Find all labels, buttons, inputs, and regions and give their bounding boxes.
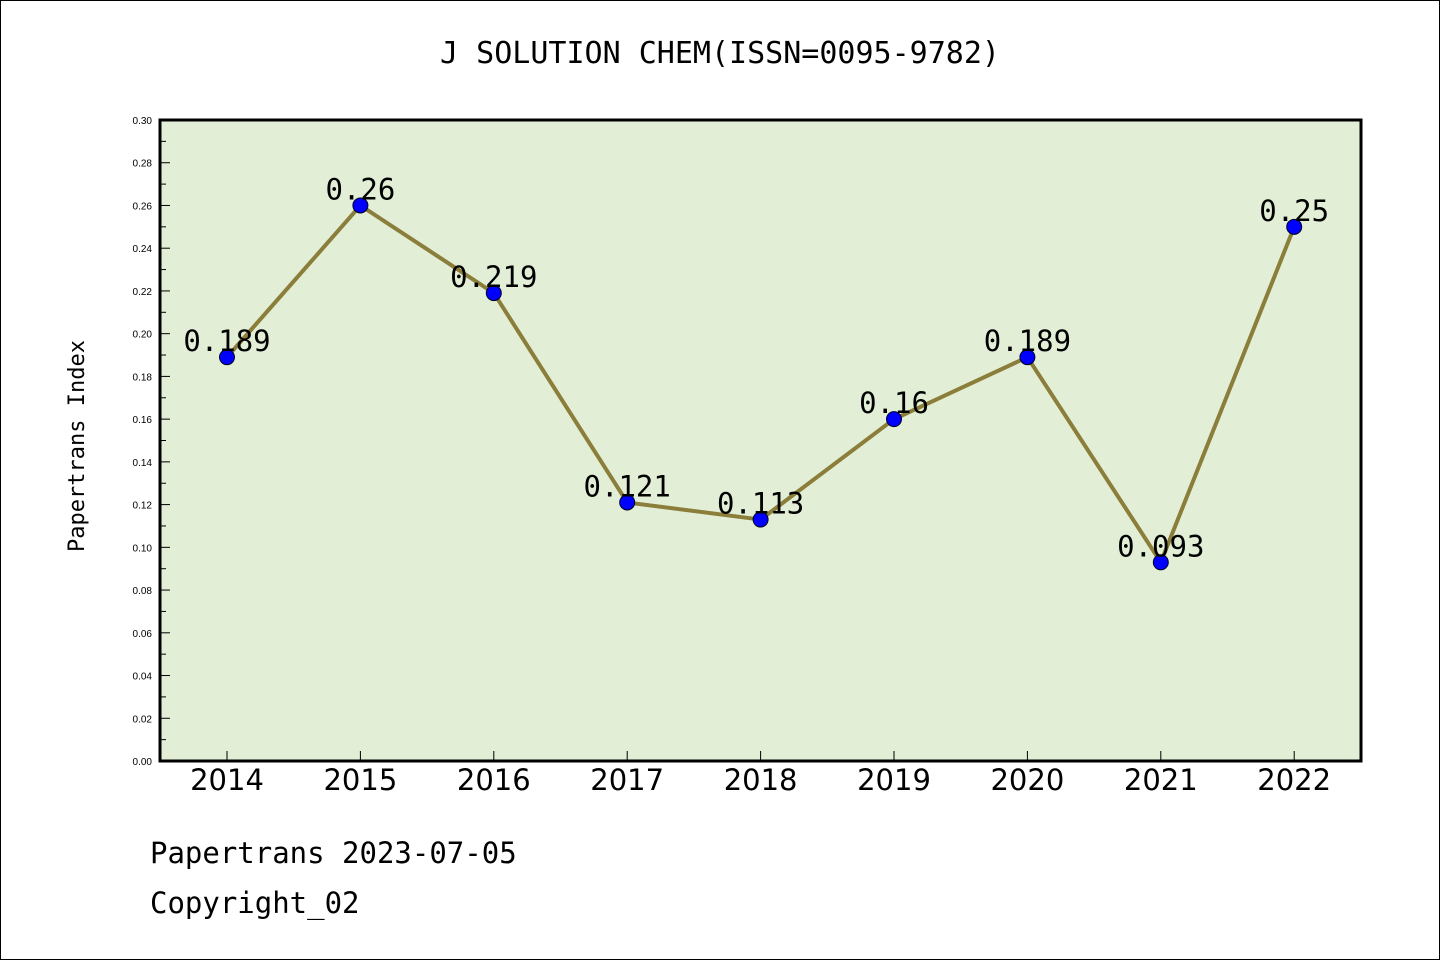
- data-point-2014: [219, 349, 235, 366]
- y-tick-label: 0.06: [133, 629, 153, 640]
- footer-copyright: Copyright_02: [150, 886, 360, 920]
- y-tick-label: 0.20: [133, 330, 153, 341]
- footer-date: Papertrans 2023-07-05: [150, 836, 517, 870]
- x-tick-label: 2020: [990, 763, 1064, 797]
- x-tick-label: 2022: [1257, 763, 1331, 797]
- data-point-2015: [352, 197, 369, 214]
- x-tick-label: 2018: [724, 763, 798, 797]
- y-tick-label: 0.28: [133, 159, 153, 170]
- x-tick-label: 2015: [323, 763, 397, 797]
- data-label-2022: 0.25: [1259, 194, 1329, 228]
- data-label-2021: 0.093: [1117, 529, 1204, 563]
- y-axis-label: Papertrans Index: [65, 340, 90, 552]
- x-axis: 2014 2015 2016 2017 2018 2019 2020 2021 2022: [190, 751, 1331, 797]
- data-label-2020: 0.189: [984, 324, 1071, 358]
- data-point-2018: [752, 511, 769, 528]
- data-labels: 0.189 0.26 0.219 0.121 0.113 0.16 0.189 0.093 0.…: [183, 172, 1329, 563]
- y-tick-label: 0.04: [133, 672, 153, 683]
- data-label-2019: 0.16: [859, 386, 929, 420]
- x-tick-label: 2016: [457, 763, 531, 797]
- y-tick-label: 0.10: [133, 543, 153, 554]
- data-label-2017: 0.121: [584, 469, 671, 503]
- data-point-2021: [1152, 554, 1169, 571]
- data-label-2015: 0.26: [325, 172, 395, 206]
- y-tick-label: 0.24: [133, 244, 153, 255]
- data-point-2017: [619, 494, 636, 511]
- data-point-2020: [1019, 349, 1036, 366]
- chart-title: J SOLUTION CHEM(ISSN=0095-9782): [440, 36, 1000, 71]
- y-tick-label: 0.30: [133, 116, 153, 127]
- data-point-2019: [886, 411, 902, 428]
- plot-area: [158, 118, 1363, 763]
- y-tick-label: 0.08: [133, 586, 153, 597]
- y-tick-label: 0.12: [133, 501, 153, 512]
- y-tick-label: 0.14: [133, 458, 153, 469]
- y-tick-label: 0.22: [133, 287, 153, 298]
- x-tick-label: 2021: [1124, 763, 1198, 797]
- x-tick-label: 2019: [857, 763, 931, 797]
- y-tick-label: 0.02: [133, 714, 153, 725]
- data-label-2018: 0.113: [717, 487, 804, 521]
- x-tick-label: 2014: [190, 763, 264, 797]
- y-tick-label: 0.18: [133, 372, 153, 383]
- y-axis: 0.00 0.02 0.04 0.06 0.08 0.10 0.12 0.14 0.16 0.18…: [133, 116, 170, 768]
- y-tick-label: 0.00: [133, 757, 153, 768]
- data-point-2016: [485, 285, 502, 302]
- data-label-2014: 0.189: [183, 324, 270, 358]
- series-markers: [219, 197, 1303, 571]
- data-label-2016: 0.219: [450, 260, 537, 294]
- data-point-2022: [1286, 218, 1303, 235]
- y-tick-label: 0.16: [133, 415, 153, 426]
- x-tick-label: 2017: [590, 763, 664, 797]
- y-tick-label: 0.26: [133, 201, 153, 212]
